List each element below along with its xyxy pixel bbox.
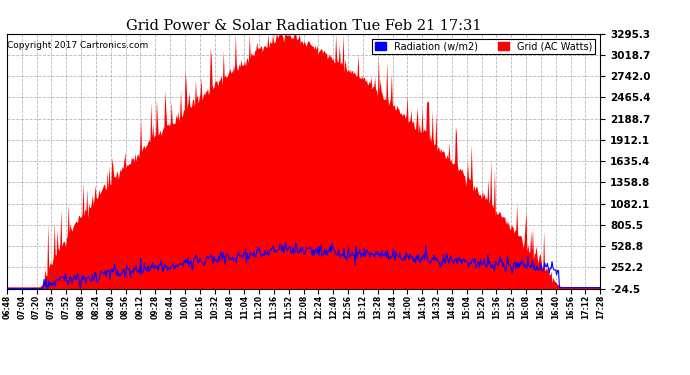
Title: Grid Power & Solar Radiation Tue Feb 21 17:31: Grid Power & Solar Radiation Tue Feb 21 … (126, 19, 482, 33)
Text: Copyright 2017 Cartronics.com: Copyright 2017 Cartronics.com (8, 41, 149, 50)
Legend: Radiation (w/m2), Grid (AC Watts): Radiation (w/m2), Grid (AC Watts) (372, 39, 595, 54)
